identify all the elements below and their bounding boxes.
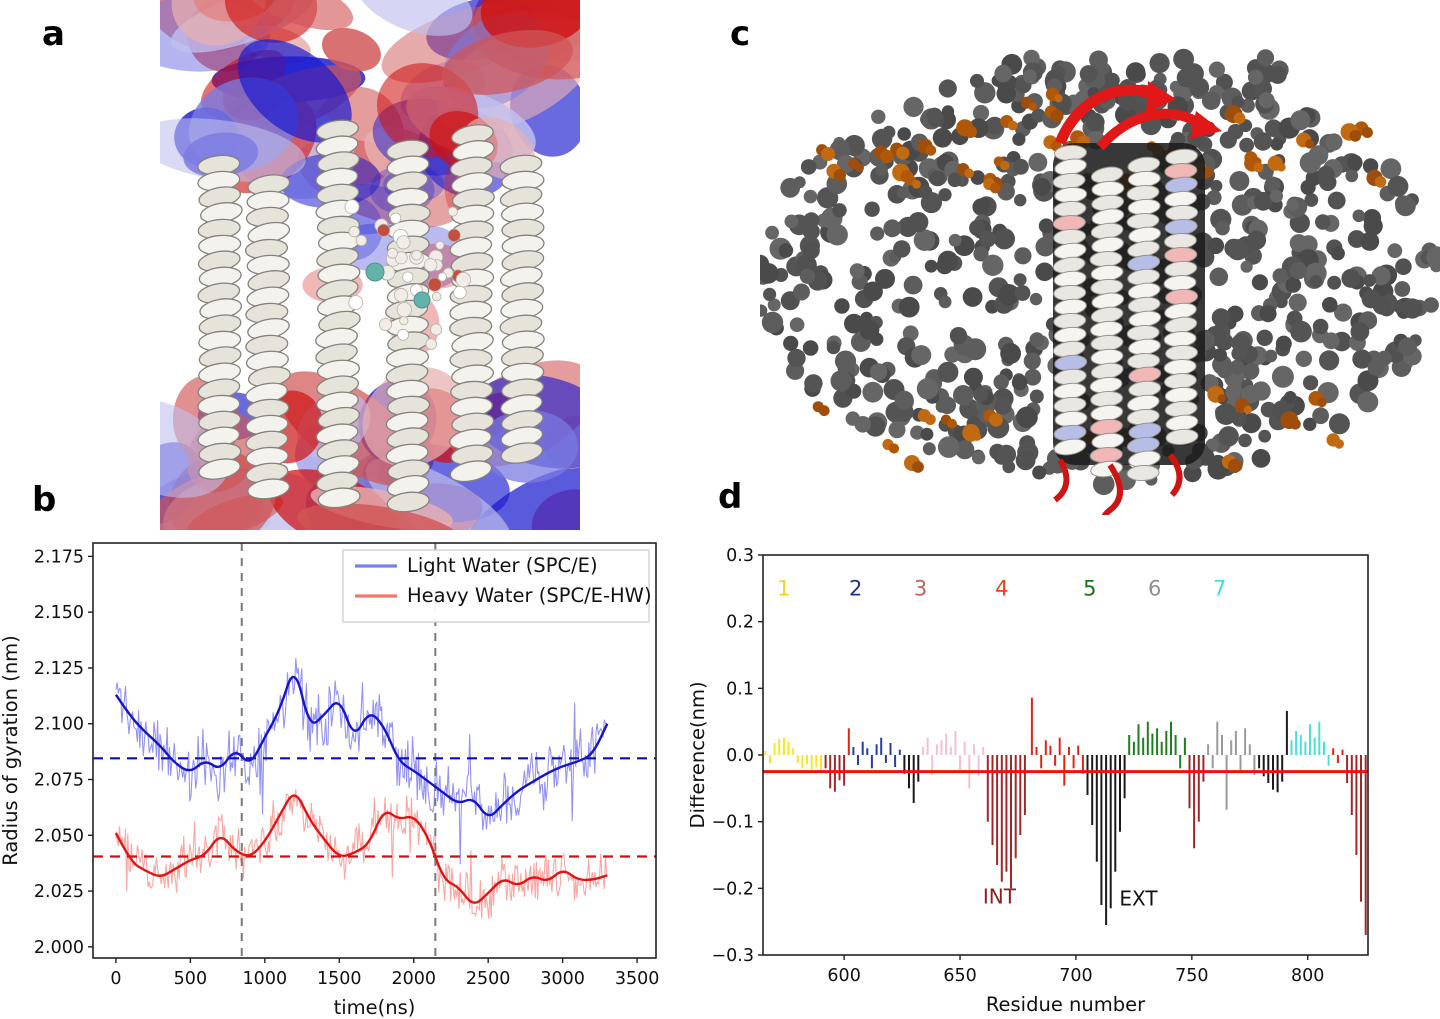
- svg-text:0.2: 0.2: [726, 613, 754, 633]
- svg-text:5: 5: [1083, 576, 1096, 600]
- axes: 600 650 700 750 800 0.3 0.2 0.1 0.0 −0.1 −0.2 −0.3 R…: [690, 546, 1369, 1016]
- bars: [764, 697, 1367, 935]
- svg-text:−0.3: −0.3: [712, 946, 755, 966]
- svg-text:750: 750: [1175, 966, 1208, 986]
- svg-text:Residue number: Residue number: [986, 993, 1146, 1016]
- svg-text:−0.1: −0.1: [712, 813, 755, 833]
- svg-text:2000: 2000: [391, 969, 436, 989]
- svg-text:3: 3: [914, 576, 927, 600]
- ion-sphere: [365, 262, 385, 282]
- water-molecules: [344, 199, 472, 350]
- panel-label-d: d: [718, 477, 743, 517]
- panel-label-a: a: [42, 14, 65, 54]
- svg-text:650: 650: [943, 966, 976, 986]
- panel-b-radius-of-gyration-chart: 0 500 1000 1500 2000 2500 3000 3500 2.000 2.025 2.…: [0, 542, 660, 1019]
- svg-text:0.1: 0.1: [726, 679, 754, 699]
- panel-label-b: b: [32, 480, 57, 520]
- svg-text:4: 4: [995, 576, 1008, 600]
- svg-text:2.025: 2.025: [34, 882, 84, 902]
- svg-text:7: 7: [1213, 576, 1226, 600]
- svg-text:2.100: 2.100: [34, 715, 84, 735]
- svg-text:2: 2: [849, 576, 862, 600]
- protein-bundle: [1052, 143, 1205, 482]
- panel-label-c: c: [730, 14, 751, 54]
- segment-labels: 1 2 3 4 5 6 7 INT EXT: [777, 576, 1226, 910]
- noise-bands: [115, 658, 608, 919]
- svg-text:2.075: 2.075: [34, 771, 84, 791]
- svg-text:0.3: 0.3: [726, 546, 754, 566]
- svg-text:6: 6: [1148, 576, 1161, 600]
- svg-text:Heavy Water (SPC/E-HW): Heavy Water (SPC/E-HW): [407, 584, 652, 607]
- smoothed-series: [114, 675, 609, 904]
- svg-text:INT: INT: [983, 884, 1017, 908]
- svg-text:1500: 1500: [317, 969, 362, 989]
- svg-text:500: 500: [174, 969, 207, 989]
- panel-d-difference-bar-chart: 1 2 3 4 5 6 7 INT EXT 600 650 700 750 800 0.3 0.2 0.1 0.0…: [690, 546, 1369, 1016]
- svg-text:2.175: 2.175: [34, 547, 84, 567]
- svg-text:0: 0: [110, 969, 121, 989]
- svg-text:2.150: 2.150: [34, 603, 84, 623]
- svg-text:Difference(nm): Difference(nm): [690, 681, 709, 828]
- svg-text:3000: 3000: [540, 969, 585, 989]
- ion-sphere: [413, 291, 431, 309]
- svg-text:Light Water (SPC/E): Light Water (SPC/E): [407, 554, 598, 577]
- svg-text:2.125: 2.125: [34, 659, 84, 679]
- svg-text:2.000: 2.000: [34, 938, 84, 958]
- svg-text:600: 600: [827, 966, 860, 986]
- svg-text:1: 1: [777, 576, 790, 600]
- legend: Light Water (SPC/E) Heavy Water (SPC/E-HW…: [342, 549, 652, 623]
- red-loops: [1053, 81, 1222, 515]
- svg-text:EXT: EXT: [1119, 886, 1158, 910]
- axes: 0 500 1000 1500 2000 2500 3000 3500 2.000 2.025 2.…: [0, 542, 660, 1019]
- svg-text:1000: 1000: [243, 969, 288, 989]
- svg-text:2.050: 2.050: [34, 826, 84, 846]
- svg-text:2500: 2500: [466, 969, 511, 989]
- reference-lines: [93, 543, 656, 958]
- svg-text:−0.2: −0.2: [712, 879, 755, 899]
- svg-text:Radius of gyration (nm): Radius of gyration (nm): [0, 635, 22, 866]
- panel-c-membrane-render: [760, 48, 1440, 515]
- protein-helices: [197, 119, 545, 513]
- svg-text:700: 700: [1059, 966, 1092, 986]
- svg-text:time(ns): time(ns): [334, 996, 416, 1019]
- svg-text:3500: 3500: [615, 969, 660, 989]
- svg-text:800: 800: [1291, 966, 1324, 986]
- svg-text:0.0: 0.0: [726, 746, 754, 766]
- panel-a-molecular-render: [160, 0, 580, 530]
